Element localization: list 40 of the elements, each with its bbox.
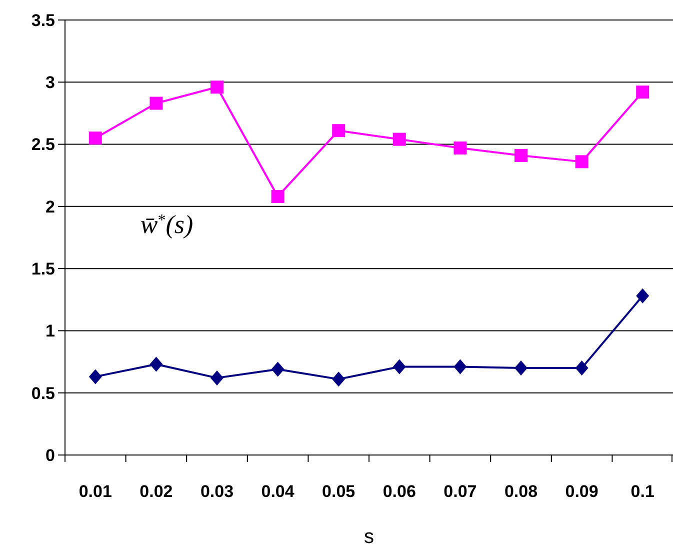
- point: [392, 359, 406, 374]
- y-tick-label: 1.5: [31, 260, 55, 279]
- y-tick-label: 3.5: [31, 10, 55, 30]
- x-tick-label: 0.03: [200, 482, 234, 501]
- point: [392, 132, 406, 146]
- point: [150, 96, 163, 110]
- point: [150, 356, 163, 372]
- point: [210, 370, 224, 386]
- y-tick-label: 3: [46, 73, 55, 92]
- x-tick-label: 0.02: [140, 482, 173, 501]
- x-tick-label: 0.09: [565, 482, 598, 501]
- y-tick-label: 2.5: [31, 135, 55, 154]
- x-tick-label: 0.05: [322, 482, 356, 501]
- point: [271, 190, 284, 203]
- text: w̄$^{*}$(s): [140, 210, 194, 240]
- point: [332, 372, 346, 387]
- point: [88, 369, 102, 384]
- x-tick-label: 0.06: [382, 482, 416, 501]
- point: [636, 288, 650, 304]
- x-axis-title: s: [364, 526, 374, 548]
- x-tick-label: 0.01: [78, 482, 112, 501]
- point: [210, 80, 224, 94]
- x-tick-label: 0.04: [261, 482, 295, 501]
- y-tick-label: 0.5: [31, 384, 55, 403]
- point: [454, 359, 467, 374]
- x-tick-label: 0.07: [444, 482, 477, 501]
- point: [332, 124, 346, 138]
- point: [88, 132, 102, 145]
- y-tick-label: 2: [46, 197, 55, 216]
- point: [575, 360, 588, 376]
- point: [514, 148, 528, 162]
- x-tick-label: 0.08: [504, 482, 538, 501]
- x-tick-label: 0.1: [630, 482, 654, 501]
- point: [514, 360, 528, 376]
- y-tick-label: 1: [46, 322, 55, 341]
- point: [454, 142, 467, 155]
- point: [271, 362, 284, 377]
- point: [636, 86, 650, 99]
- point: [575, 155, 588, 168]
- y-tick-label: 0: [46, 446, 55, 465]
